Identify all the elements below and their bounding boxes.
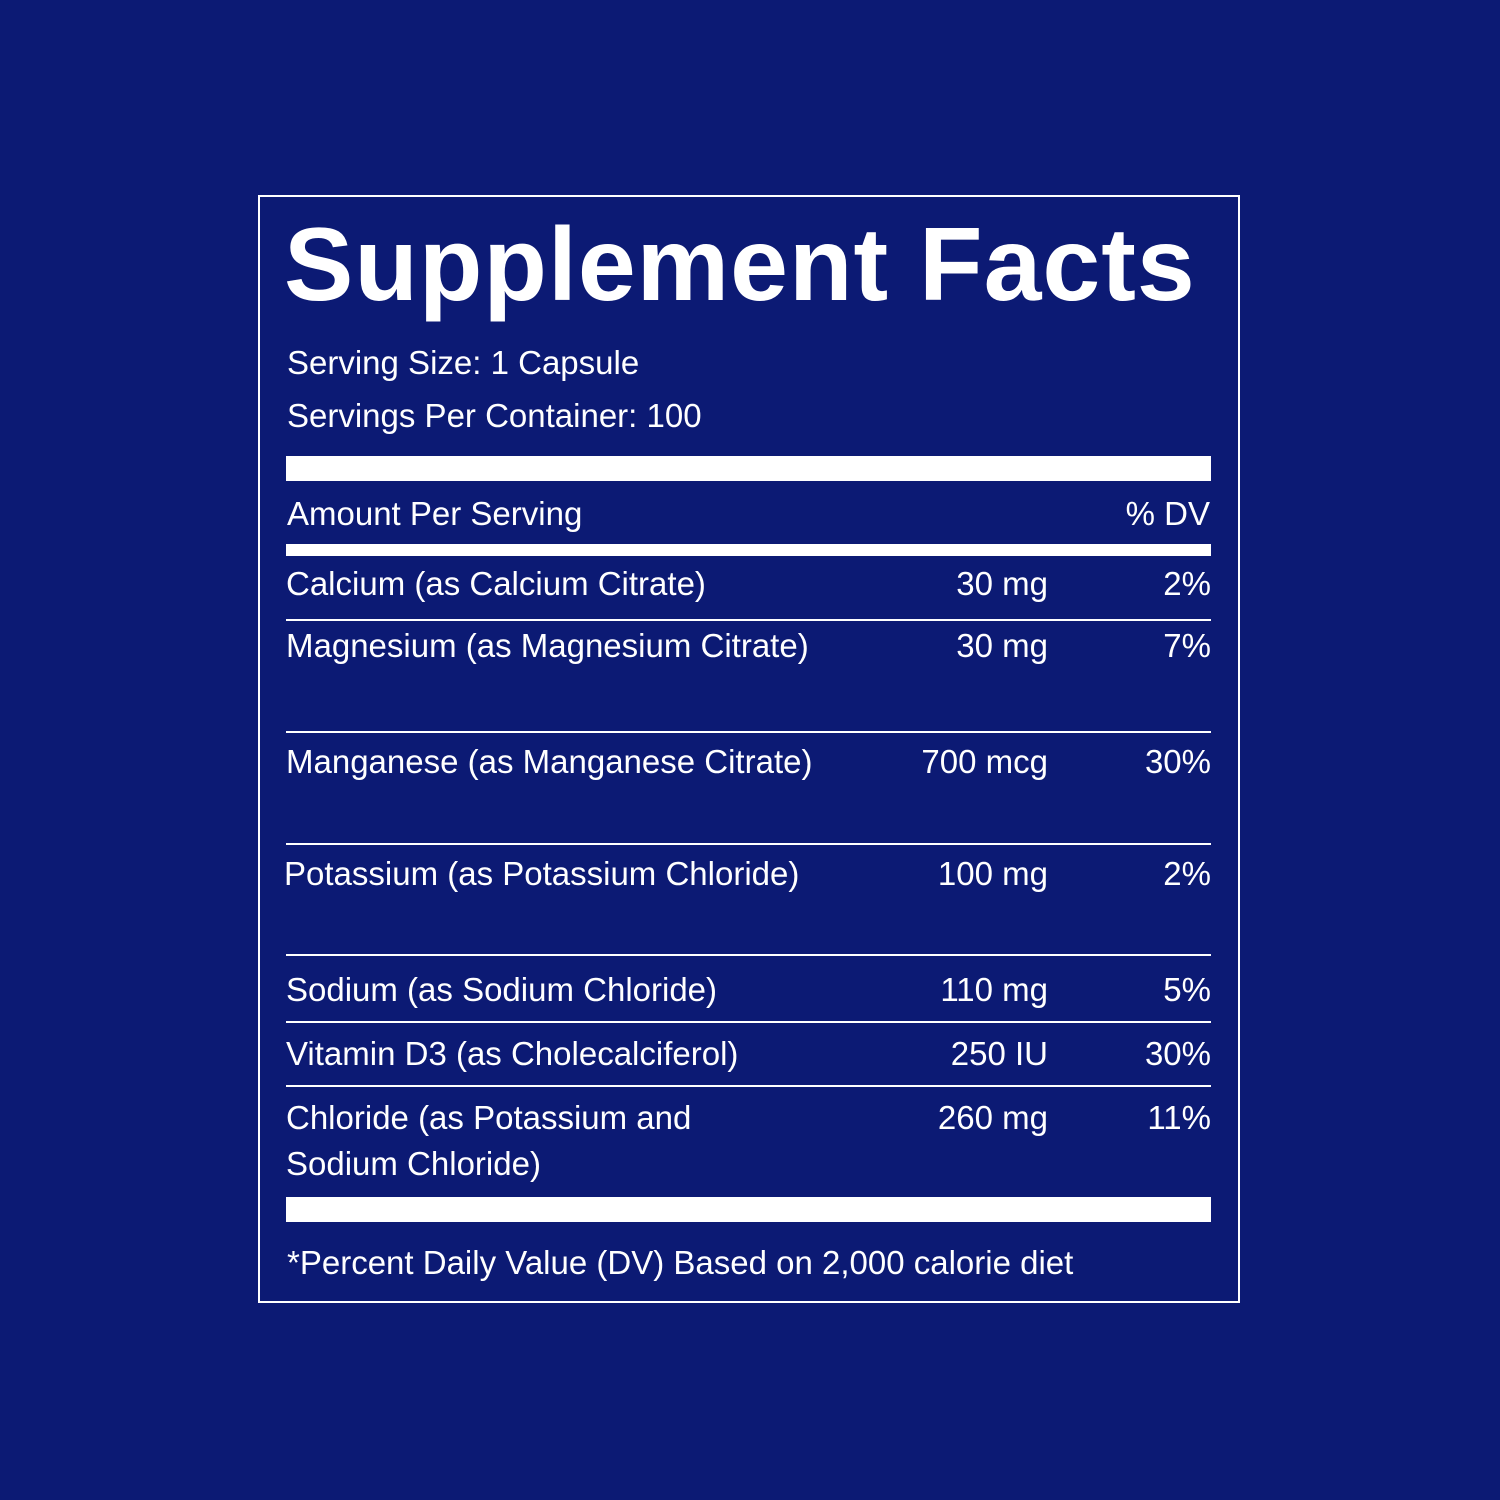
nutrient-amount: 30 mg bbox=[956, 627, 1048, 664]
label-title: Supplement Facts bbox=[284, 207, 1196, 323]
nutrient-name: Sodium (as Sodium Chloride) bbox=[286, 971, 718, 1008]
nutrient-dv: 2% bbox=[1163, 855, 1211, 892]
nutrient-amount: 260 mg bbox=[937, 1099, 1048, 1136]
top-thick-divider bbox=[286, 456, 1211, 481]
nutrient-amount: 250 IU bbox=[950, 1035, 1048, 1072]
nutrient-name: Calcium (as Calcium Citrate) bbox=[286, 565, 706, 602]
row-divider bbox=[286, 619, 1211, 621]
supplement-facts-panel bbox=[258, 195, 1240, 1303]
serving-size: Serving Size: 1 Capsule bbox=[287, 344, 640, 381]
nutrient-dv: 30% bbox=[1144, 1035, 1211, 1072]
row-divider bbox=[286, 1021, 1211, 1023]
nutrient-name: Chloride (as Potassium and Sodium Chlori… bbox=[286, 1099, 692, 1182]
nutrient-amount: 700 mcg bbox=[921, 743, 1048, 780]
nutrient-name: Manganese (as Manganese Citrate) bbox=[286, 743, 813, 780]
dv-header: % DV bbox=[1125, 495, 1210, 532]
bottom-thick-divider bbox=[286, 1197, 1211, 1222]
nutrient-dv: 2% bbox=[1163, 565, 1211, 602]
nutrient-amount: 30 mg bbox=[956, 565, 1048, 602]
nutrient-dv: 7% bbox=[1163, 627, 1211, 664]
nutrient-dv: 11% bbox=[1147, 1099, 1211, 1136]
nutrient-dv: 30% bbox=[1144, 743, 1211, 780]
nutrient-amount: 110 mg bbox=[940, 971, 1048, 1008]
nutrient-name: Vitamin D3 (as Cholecalciferol) bbox=[286, 1035, 739, 1072]
nutrient-name: Potassium (as Potassium Chloride) bbox=[284, 855, 800, 892]
row-divider bbox=[286, 843, 1211, 845]
row-divider bbox=[286, 731, 1211, 733]
nutrient-dv: 5% bbox=[1163, 971, 1211, 1008]
nutrient-amount: 100 mg bbox=[937, 855, 1048, 892]
servings-per-container: Servings Per Container: 100 bbox=[287, 397, 702, 434]
row-divider bbox=[286, 1085, 1211, 1087]
footnote: *Percent Daily Value (DV) Based on 2,000… bbox=[287, 1244, 1074, 1281]
amount-per-serving-header: Amount Per Serving bbox=[287, 495, 583, 532]
row-divider bbox=[286, 954, 1211, 956]
nutrient-name: Magnesium (as Magnesium Citrate) bbox=[286, 627, 809, 664]
header-divider bbox=[286, 544, 1211, 556]
